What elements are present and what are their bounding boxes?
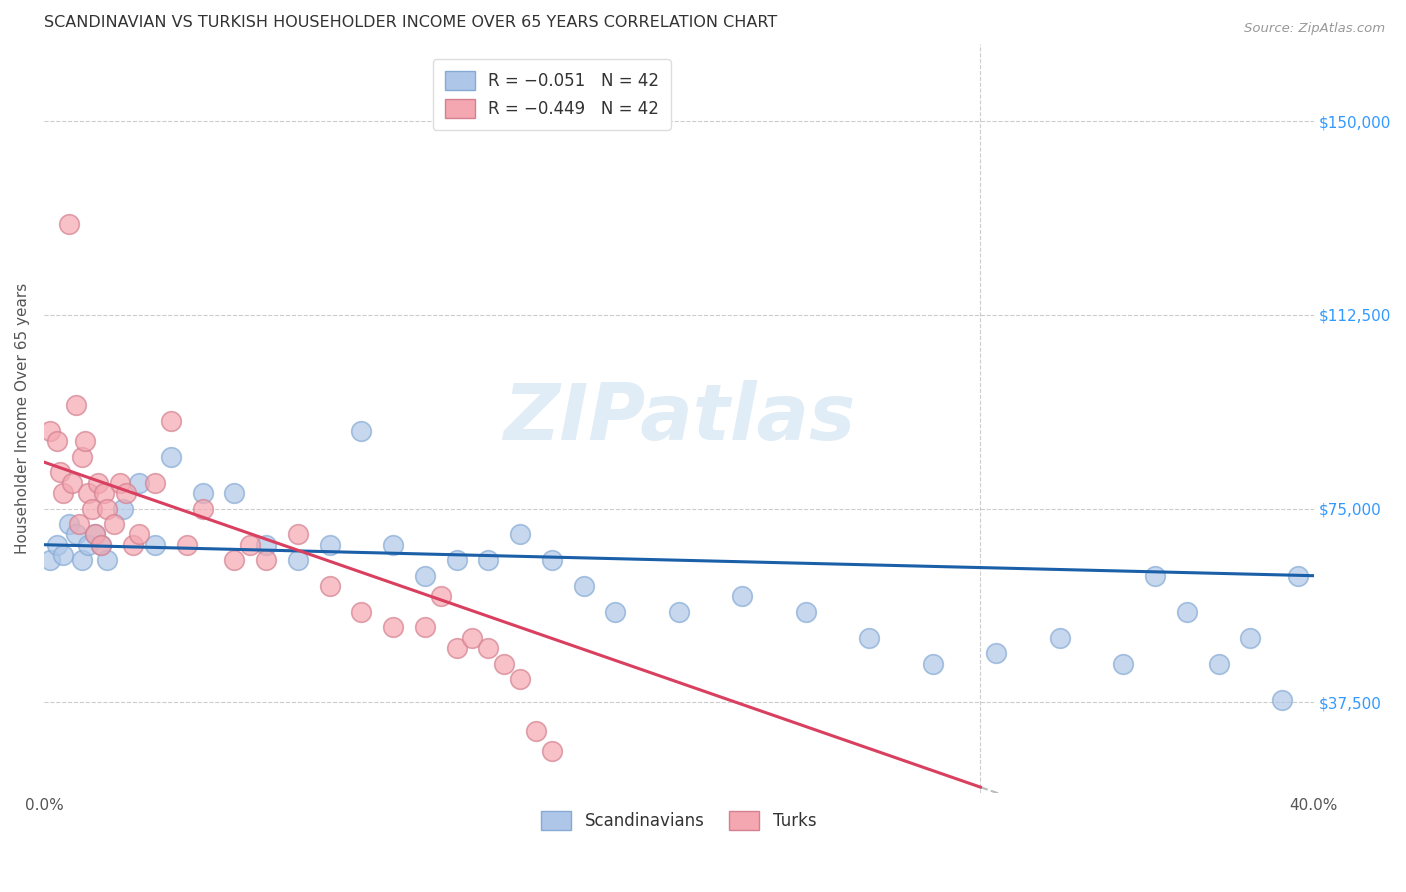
- Point: [65, 398, 87, 412]
- Point: [58, 517, 80, 532]
- Point: [921, 657, 943, 671]
- Point: [540, 553, 562, 567]
- Y-axis label: Householder Income Over 65 years: Householder Income Over 65 years: [15, 283, 30, 554]
- Point: [83, 527, 105, 541]
- Point: [461, 631, 484, 645]
- Point: [794, 605, 817, 619]
- Point: [318, 538, 340, 552]
- Point: [128, 527, 150, 541]
- Point: [77, 538, 100, 552]
- Point: [731, 590, 754, 604]
- Point: [287, 527, 309, 541]
- Point: [39, 424, 62, 438]
- Point: [52, 486, 75, 500]
- Point: [287, 553, 309, 567]
- Point: [70, 450, 93, 464]
- Point: [143, 538, 166, 552]
- Point: [509, 672, 531, 686]
- Point: [540, 744, 562, 758]
- Point: [477, 553, 499, 567]
- Point: [446, 553, 468, 567]
- Point: [128, 475, 150, 490]
- Point: [1286, 568, 1309, 582]
- Point: [254, 538, 277, 552]
- Point: [93, 486, 115, 500]
- Point: [572, 579, 595, 593]
- Point: [103, 517, 125, 532]
- Point: [858, 631, 880, 645]
- Point: [90, 538, 112, 552]
- Point: [382, 538, 405, 552]
- Text: SCANDINAVIAN VS TURKISH HOUSEHOLDER INCOME OVER 65 YEARS CORRELATION CHART: SCANDINAVIAN VS TURKISH HOUSEHOLDER INCO…: [44, 15, 778, 30]
- Point: [1049, 631, 1071, 645]
- Point: [477, 640, 499, 655]
- Point: [70, 553, 93, 567]
- Point: [62, 475, 84, 490]
- Point: [77, 486, 100, 500]
- Point: [87, 475, 110, 490]
- Legend: Scandinavians, Turks: Scandinavians, Turks: [534, 805, 823, 837]
- Point: [176, 538, 198, 552]
- Point: [524, 723, 547, 738]
- Point: [1112, 657, 1135, 671]
- Point: [191, 501, 214, 516]
- Point: [1175, 605, 1198, 619]
- Point: [83, 527, 105, 541]
- Point: [986, 646, 1008, 660]
- Point: [446, 640, 468, 655]
- Point: [382, 620, 405, 634]
- Point: [413, 568, 436, 582]
- Point: [350, 424, 373, 438]
- Point: [509, 527, 531, 541]
- Point: [239, 538, 262, 552]
- Point: [96, 501, 118, 516]
- Point: [143, 475, 166, 490]
- Point: [413, 620, 436, 634]
- Point: [494, 657, 516, 671]
- Point: [80, 501, 103, 516]
- Point: [75, 434, 97, 449]
- Text: Source: ZipAtlas.com: Source: ZipAtlas.com: [1244, 22, 1385, 36]
- Point: [160, 414, 183, 428]
- Point: [49, 466, 72, 480]
- Point: [112, 501, 135, 516]
- Point: [96, 553, 118, 567]
- Point: [668, 605, 690, 619]
- Point: [224, 553, 246, 567]
- Point: [1208, 657, 1230, 671]
- Point: [90, 538, 112, 552]
- Point: [67, 517, 90, 532]
- Point: [1144, 568, 1167, 582]
- Point: [605, 605, 627, 619]
- Point: [1271, 692, 1294, 706]
- Point: [254, 553, 277, 567]
- Point: [52, 548, 75, 562]
- Point: [160, 450, 183, 464]
- Point: [39, 553, 62, 567]
- Text: ZIPatlas: ZIPatlas: [503, 380, 855, 456]
- Point: [1239, 631, 1261, 645]
- Point: [121, 538, 143, 552]
- Point: [429, 590, 451, 604]
- Point: [65, 527, 87, 541]
- Point: [191, 486, 214, 500]
- Point: [45, 538, 67, 552]
- Point: [318, 579, 340, 593]
- Point: [224, 486, 246, 500]
- Point: [45, 434, 67, 449]
- Point: [350, 605, 373, 619]
- Point: [58, 218, 80, 232]
- Point: [108, 475, 131, 490]
- Point: [115, 486, 138, 500]
